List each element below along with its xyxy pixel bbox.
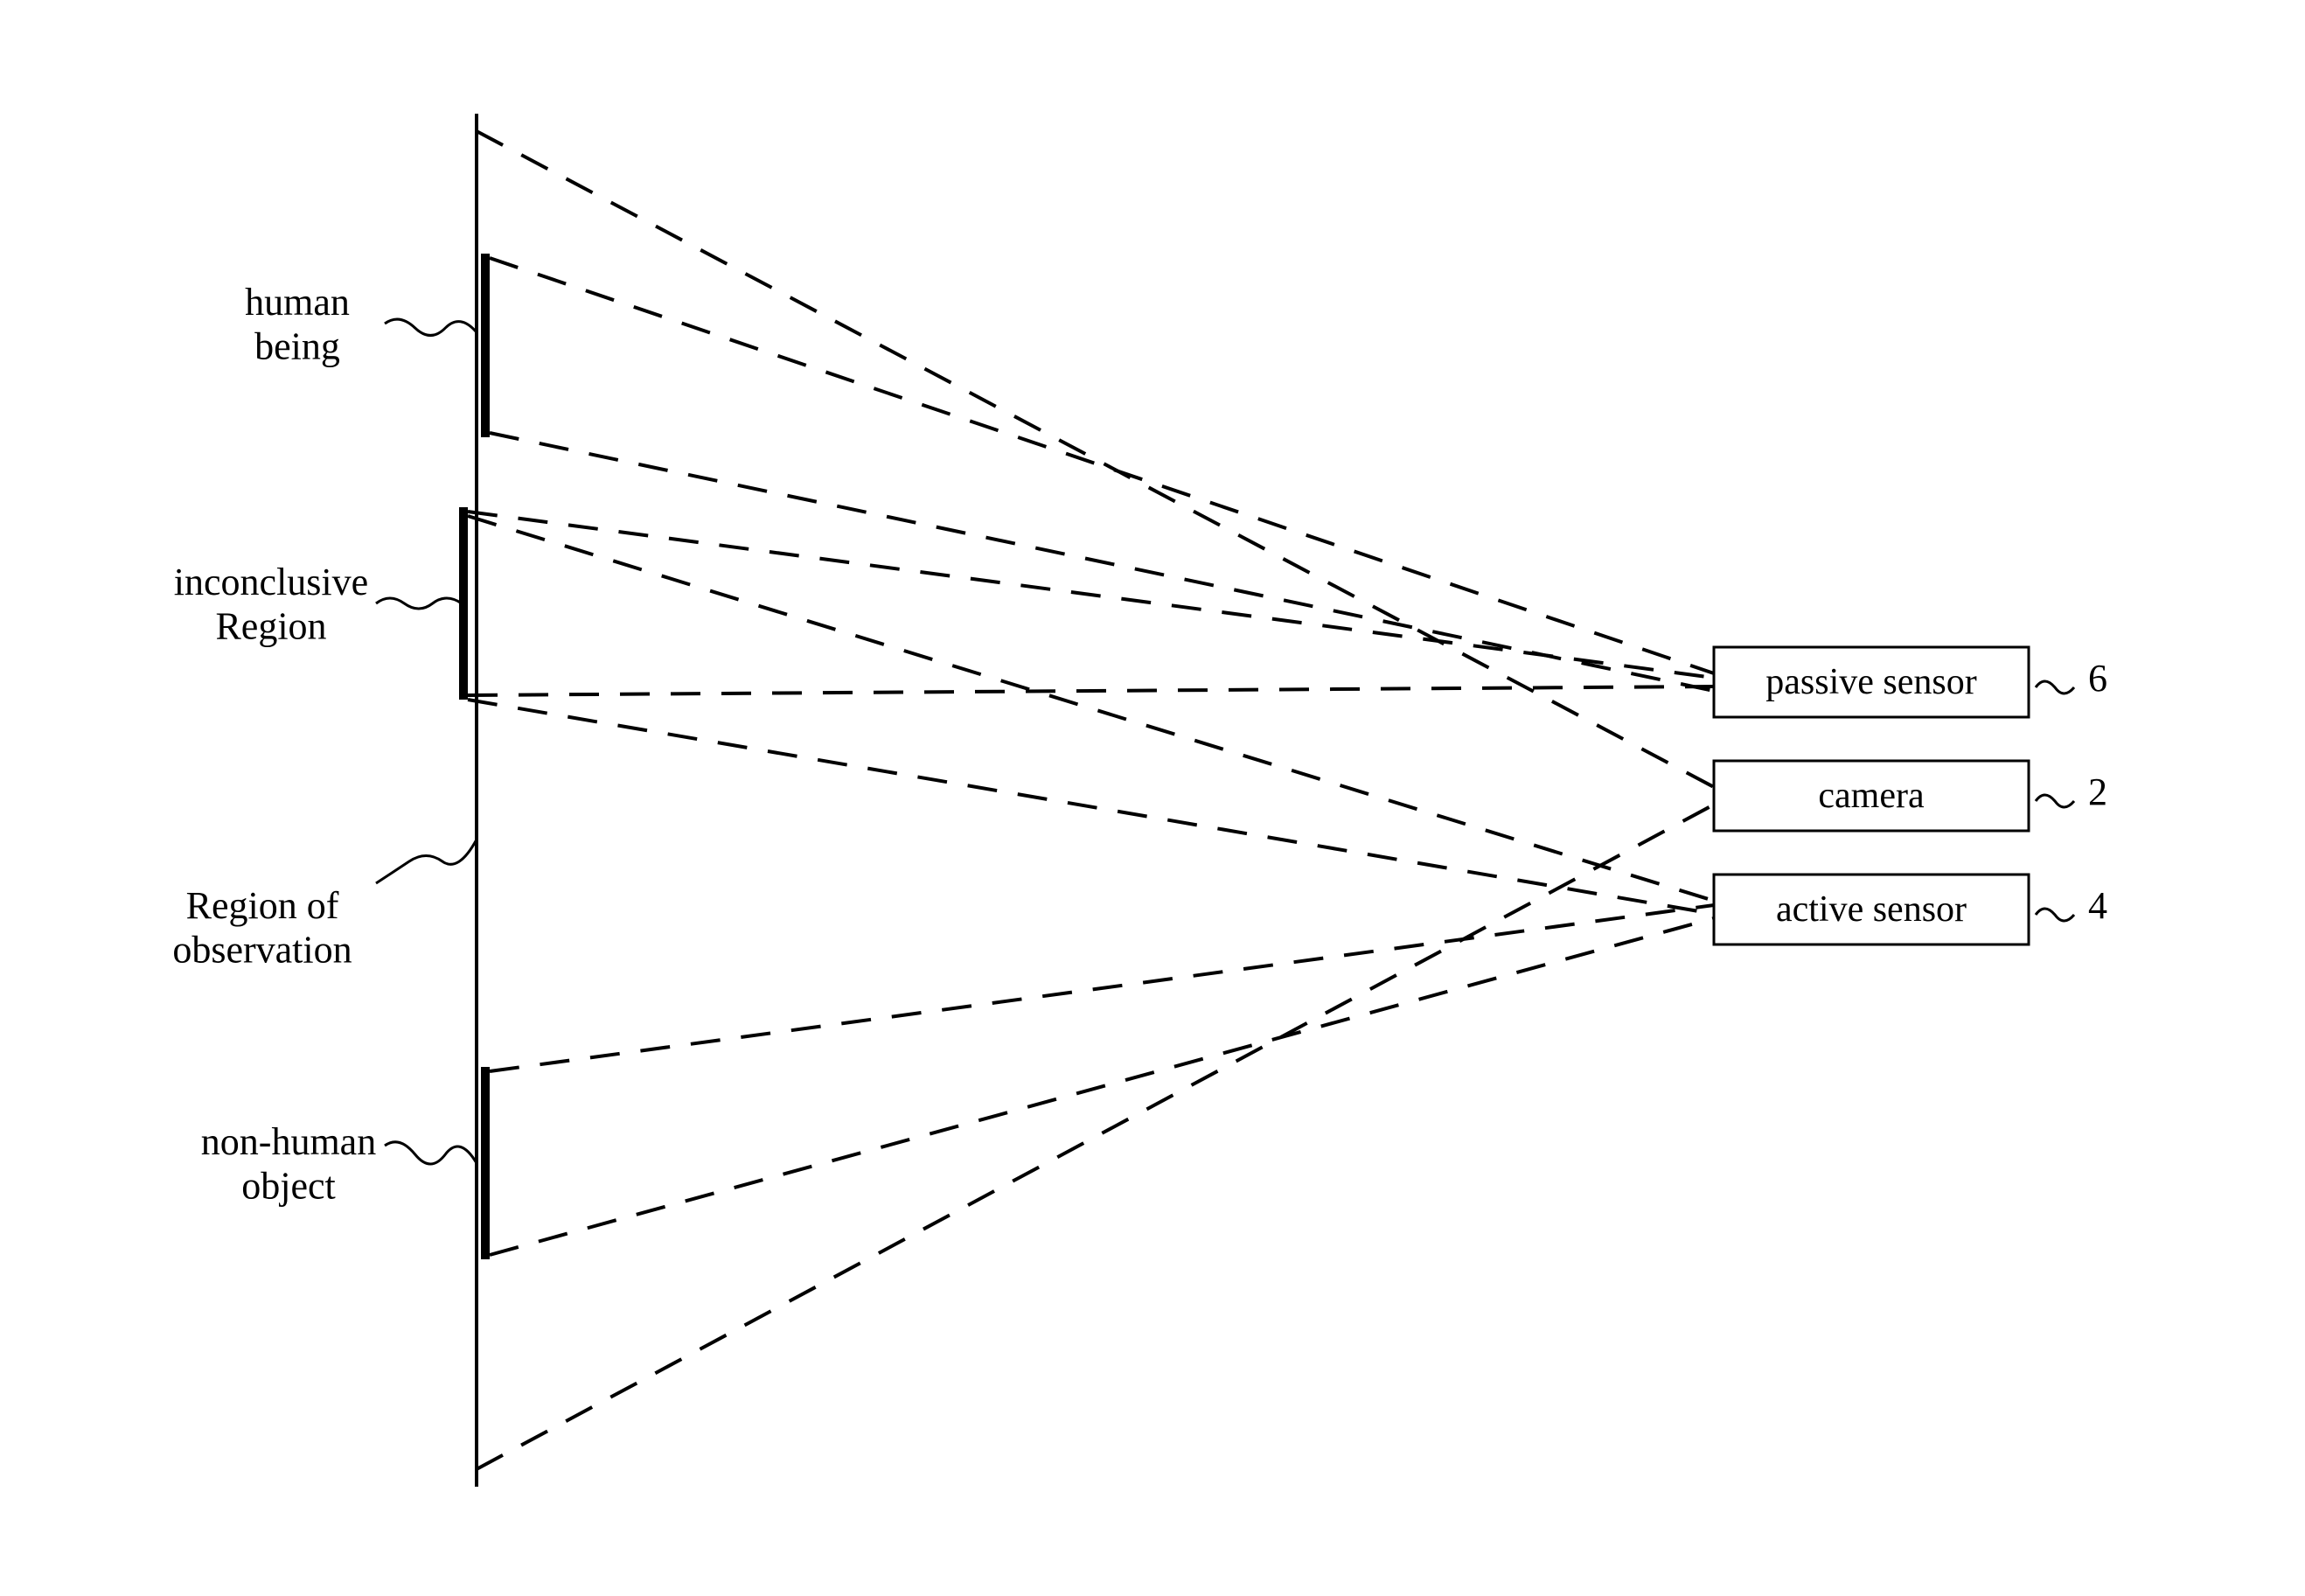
ray-camera_bottom xyxy=(477,805,1714,1469)
sensor-passive-ref-squiggle xyxy=(2036,681,2074,693)
label-human-line-1: being xyxy=(254,325,340,368)
ray-passive_i_top xyxy=(468,512,1714,678)
label-human-connector xyxy=(385,319,477,335)
ray-active_n_bot xyxy=(490,918,1714,1255)
label-inconclusive: inconclusiveRegion xyxy=(174,561,462,648)
label-nonhuman: non-humanobject xyxy=(201,1120,477,1208)
label-inconclusive-connector xyxy=(376,598,462,609)
sensor-active-ref: 4 xyxy=(2088,884,2107,927)
label-inconclusive-line-0: inconclusive xyxy=(174,561,368,603)
sensor-active: active sensor 4 xyxy=(1714,875,2107,944)
ray-camera_top xyxy=(477,131,1714,787)
sensor-camera-label: camera xyxy=(1818,776,1925,816)
label-nonhuman-line-0: non-human xyxy=(201,1120,376,1163)
label-region-connector xyxy=(376,840,477,883)
sensor-passive-ref: 6 xyxy=(2088,657,2107,700)
ray-active_i_bot xyxy=(468,700,1714,914)
label-nonhuman-line-1: object xyxy=(241,1165,336,1208)
sensor-active-ref-squiggle xyxy=(2036,909,2074,921)
sensor-camera: camera 2 xyxy=(1714,761,2107,831)
label-human: humanbeing xyxy=(245,281,477,368)
label-inconclusive-line-1: Region xyxy=(215,605,326,648)
sensor-active-label: active sensor xyxy=(1776,889,1967,930)
ray-active_n_top xyxy=(490,905,1714,1071)
label-region: Region ofobservation xyxy=(172,840,477,972)
sensor-camera-ref-squiggle xyxy=(2036,795,2074,807)
ray-passive_h_top xyxy=(490,258,1714,673)
label-human-line-0: human xyxy=(245,281,350,324)
label-nonhuman-connector xyxy=(385,1142,477,1164)
ray-active_i_top xyxy=(468,516,1714,901)
sensor-passive-label: passive sensor xyxy=(1765,662,1976,702)
label-region-line-1: observation xyxy=(172,929,352,972)
sensor-passive: passive sensor 6 xyxy=(1714,647,2107,717)
label-region-line-0: Region of xyxy=(186,884,339,927)
sensor-camera-ref: 2 xyxy=(2088,770,2107,813)
